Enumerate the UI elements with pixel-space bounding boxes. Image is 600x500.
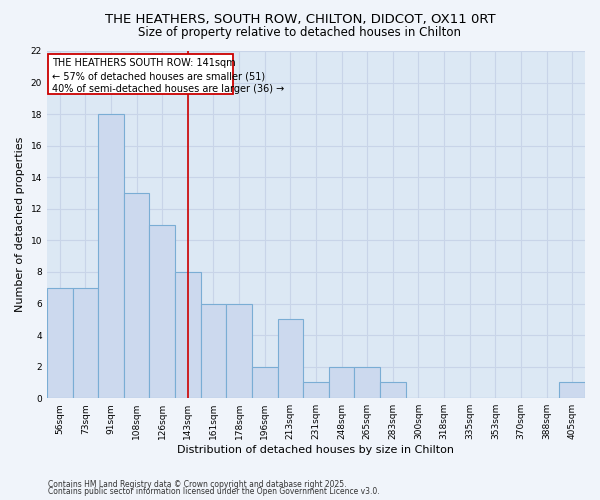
- Text: Size of property relative to detached houses in Chilton: Size of property relative to detached ho…: [139, 26, 461, 39]
- Bar: [559, 382, 585, 398]
- Bar: [355, 366, 380, 398]
- Bar: [98, 114, 124, 398]
- Bar: [226, 304, 252, 398]
- Bar: [252, 366, 278, 398]
- Bar: [380, 382, 406, 398]
- Y-axis label: Number of detached properties: Number of detached properties: [15, 137, 25, 312]
- Bar: [175, 272, 200, 398]
- FancyBboxPatch shape: [48, 54, 233, 94]
- Text: 40% of semi-detached houses are larger (36) →: 40% of semi-detached houses are larger (…: [52, 84, 284, 94]
- Bar: [200, 304, 226, 398]
- Bar: [278, 320, 303, 398]
- Bar: [149, 224, 175, 398]
- Bar: [329, 366, 355, 398]
- Bar: [73, 288, 98, 398]
- X-axis label: Distribution of detached houses by size in Chilton: Distribution of detached houses by size …: [178, 445, 454, 455]
- Text: THE HEATHERS SOUTH ROW: 141sqm: THE HEATHERS SOUTH ROW: 141sqm: [52, 58, 236, 68]
- Text: Contains public sector information licensed under the Open Government Licence v3: Contains public sector information licen…: [48, 488, 380, 496]
- Text: ← 57% of detached houses are smaller (51): ← 57% of detached houses are smaller (51…: [52, 72, 265, 82]
- Text: THE HEATHERS, SOUTH ROW, CHILTON, DIDCOT, OX11 0RT: THE HEATHERS, SOUTH ROW, CHILTON, DIDCOT…: [104, 12, 496, 26]
- Bar: [303, 382, 329, 398]
- Bar: [124, 193, 149, 398]
- Text: Contains HM Land Registry data © Crown copyright and database right 2025.: Contains HM Land Registry data © Crown c…: [48, 480, 347, 489]
- Bar: [47, 288, 73, 398]
